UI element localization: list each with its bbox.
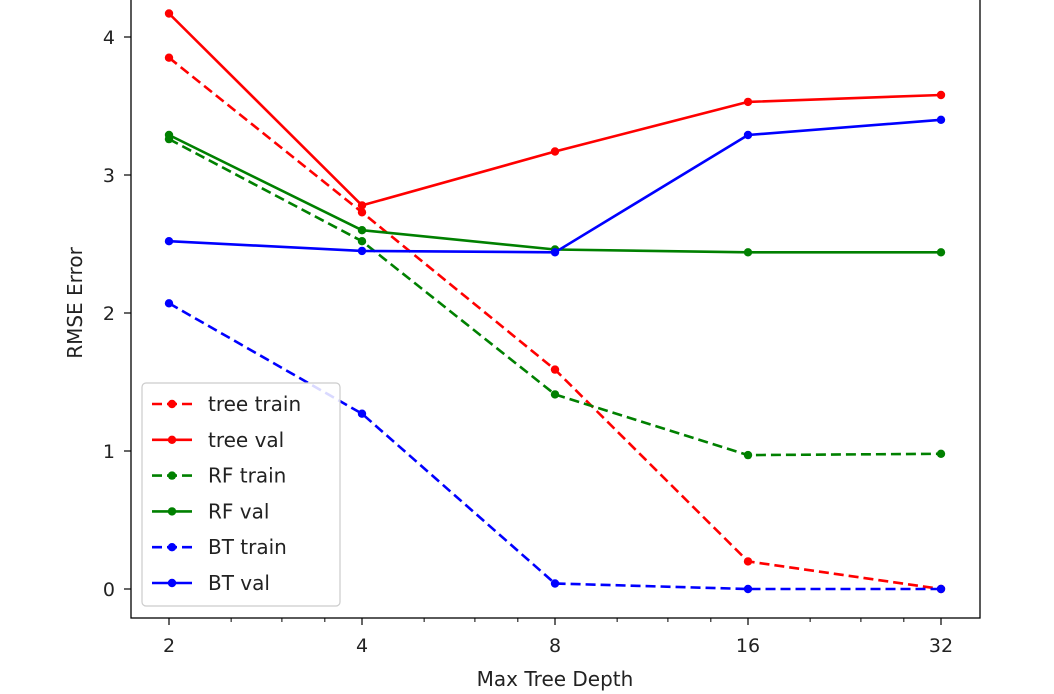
- legend-label-rf-val: RF val: [208, 499, 269, 523]
- data-point-bt-val: [357, 246, 367, 256]
- data-point-tree-val: [357, 201, 367, 210]
- data-point-bt-train: [164, 299, 174, 308]
- series-line-tree-val: [168, 12, 942, 207]
- y-tick-label: 0: [103, 579, 115, 601]
- data-point-rf-train: [936, 449, 946, 458]
- legend-label-bt-val: BT val: [208, 571, 270, 595]
- series-tree-val: [164, 9, 946, 210]
- legend-item-bt-train: BT train: [152, 535, 287, 559]
- legend-item-rf-train: RF train: [152, 464, 286, 488]
- data-point-bt-val: [743, 130, 753, 140]
- x-tick-label: 2: [163, 635, 175, 657]
- data-point-rf-train: [743, 450, 753, 460]
- legend-label-tree-train: tree train: [208, 392, 301, 416]
- legend-marker-rf-val: [167, 507, 177, 516]
- legend-marker-tree-val: [167, 435, 177, 444]
- y-axis-ticks: 0 1 2 3 4: [103, 27, 131, 601]
- data-point-tree-val: [164, 9, 174, 18]
- data-point-rf-val: [164, 130, 174, 140]
- series-rf-train: [164, 134, 946, 460]
- data-point-rf-train: [357, 237, 367, 246]
- legend-label-tree-val: tree val: [208, 428, 284, 452]
- series-line-bt-train: [168, 302, 941, 591]
- series-bt-val: [164, 115, 946, 257]
- data-point-bt-val: [936, 115, 946, 125]
- data-point-bt-val: [550, 248, 560, 257]
- y-tick-label: 2: [103, 303, 115, 325]
- legend-label-bt-train: BT train: [208, 535, 287, 559]
- y-tick-label: 4: [103, 27, 115, 49]
- legend-marker-rf-train: [167, 471, 177, 480]
- x-tick-label: 16: [736, 635, 760, 657]
- x-tick-label: 4: [356, 635, 368, 657]
- series-bt-train: [164, 299, 946, 594]
- data-point-tree-train: [164, 53, 174, 62]
- legend: tree train tree val RF train RF val BT train…: [141, 382, 341, 607]
- legend-item-tree-val: tree val: [152, 428, 284, 452]
- data-point-tree-train: [743, 557, 753, 566]
- data-point-tree-val: [743, 97, 753, 107]
- series-line-bt-val: [168, 118, 942, 254]
- legend-item-tree-train: tree train: [152, 392, 301, 416]
- series-layer: [164, 9, 946, 594]
- x-axis-label: Max Tree Depth: [477, 667, 634, 691]
- x-tick-label: 32: [929, 635, 953, 657]
- data-point-tree-train: [357, 208, 367, 217]
- data-point-bt-train: [550, 579, 560, 588]
- data-point-tree-train: [550, 365, 560, 374]
- data-point-bt-train: [743, 584, 753, 594]
- y-tick-label: 1: [103, 441, 115, 463]
- data-point-tree-val: [936, 90, 946, 100]
- data-point-rf-val: [936, 248, 946, 257]
- y-tick-label: 3: [103, 165, 115, 187]
- data-point-tree-val: [550, 147, 560, 156]
- legend-marker-bt-train: [167, 543, 177, 552]
- legend-marker-tree-train: [167, 399, 177, 409]
- data-point-bt-train: [357, 409, 367, 418]
- x-axis-ticks: 2 4 8 16 32: [163, 618, 953, 657]
- legend-item-rf-val: RF val: [152, 499, 269, 523]
- legend-item-bt-val: BT val: [152, 571, 270, 595]
- legend-label-rf-train: RF train: [208, 464, 286, 488]
- data-point-bt-val: [164, 237, 174, 246]
- legend-marker-bt-val: [167, 578, 177, 588]
- data-point-rf-train: [550, 390, 560, 399]
- x-tick-label: 8: [549, 635, 561, 657]
- data-point-rf-val: [743, 248, 753, 257]
- data-point-bt-train: [936, 584, 946, 594]
- y-axis-label: RMSE Error: [63, 246, 87, 358]
- data-point-rf-val: [357, 226, 367, 235]
